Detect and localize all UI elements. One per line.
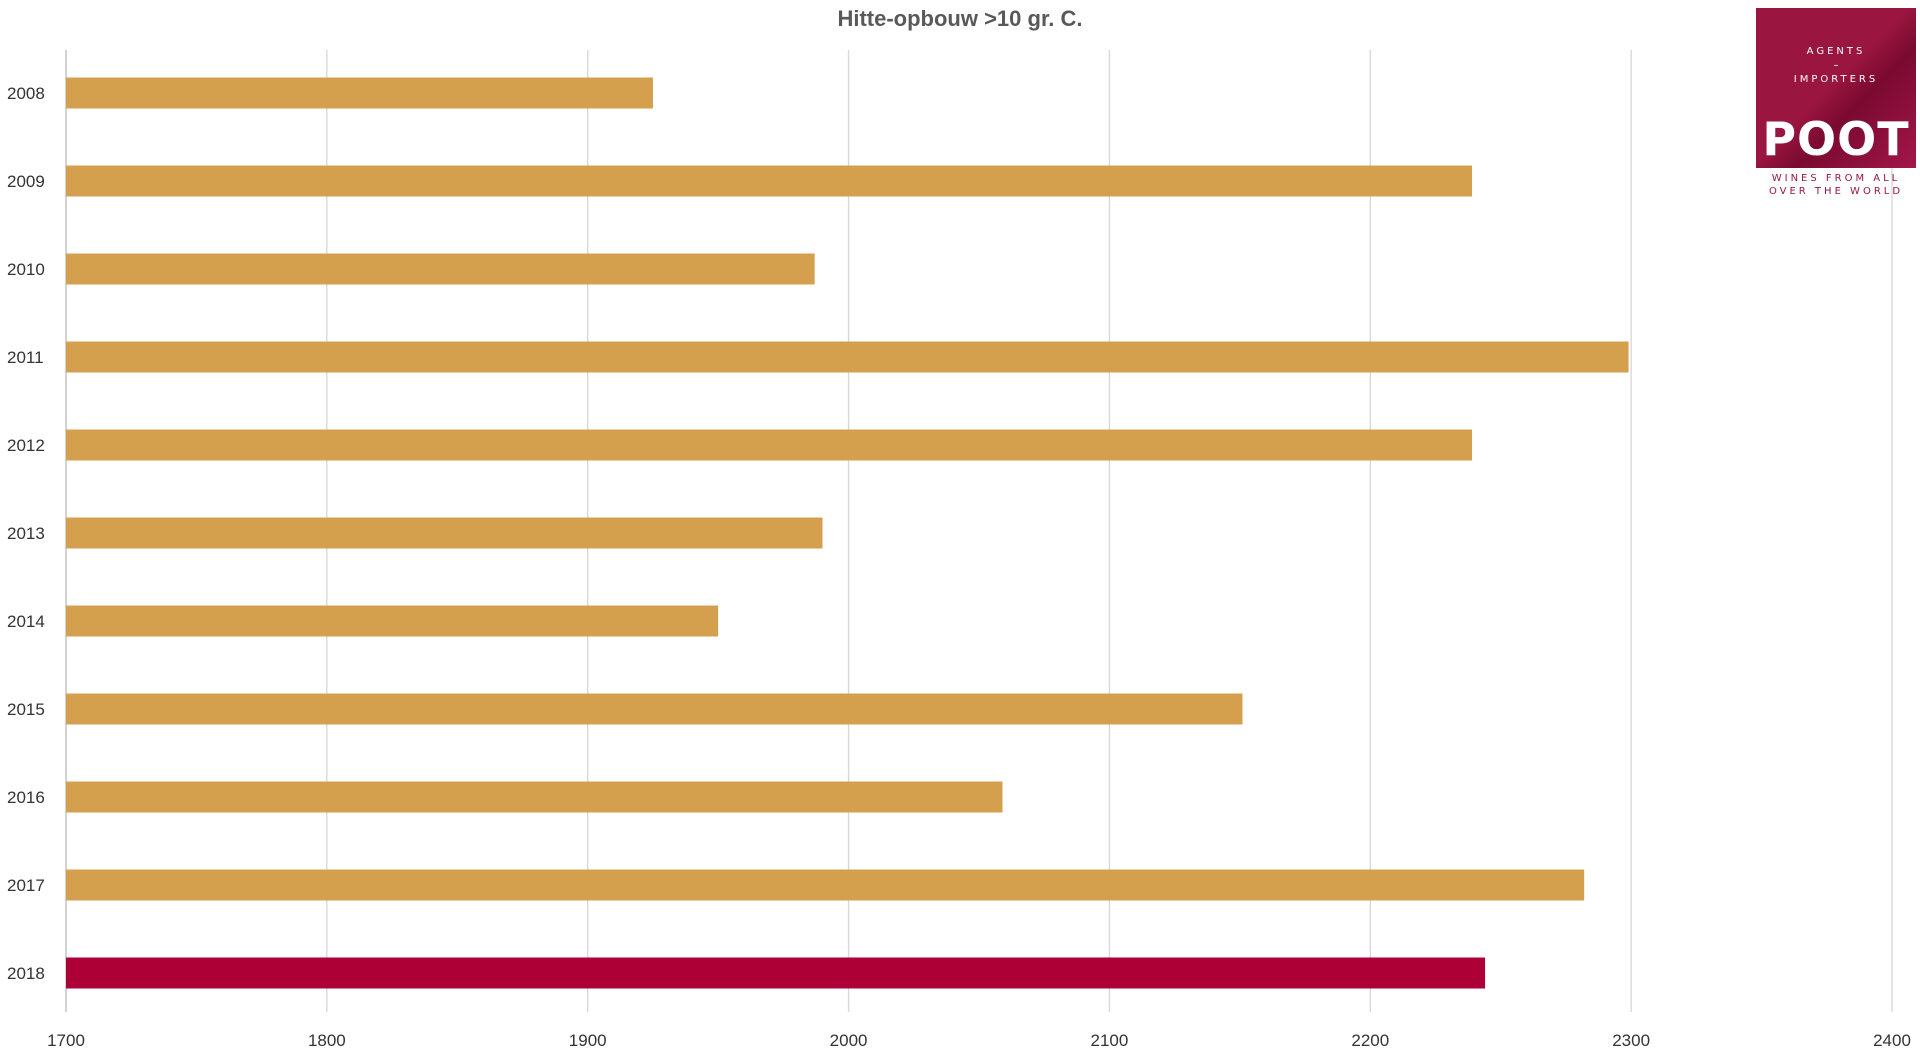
bar-2008 bbox=[66, 77, 653, 109]
bars bbox=[66, 77, 1629, 989]
x-tick-label: 1900 bbox=[569, 1031, 607, 1050]
bar-2010 bbox=[66, 253, 815, 285]
y-tick-label: 2015 bbox=[7, 700, 45, 719]
poot-logo: AGENTS – IMPORTERS POOT WINES FROM ALL O… bbox=[1756, 8, 1916, 198]
chart-title: Hitte-opbouw >10 gr. C. bbox=[837, 6, 1082, 31]
x-tick-label: 2100 bbox=[1091, 1031, 1129, 1050]
y-tick-label: 2009 bbox=[7, 172, 45, 191]
x-tick-label: 2300 bbox=[1612, 1031, 1650, 1050]
y-tick-label: 2016 bbox=[7, 788, 45, 807]
y-tick-label: 2018 bbox=[7, 964, 45, 983]
bar-2018 bbox=[66, 957, 1486, 989]
y-tick-labels: 2008 2009 2010 2011 2012 2013 2014 2015 2016 2017… bbox=[7, 84, 45, 983]
logo-tagline-line2: OVER THE WORLD bbox=[1768, 186, 1904, 197]
bar-2016 bbox=[66, 781, 1003, 813]
bar-2014 bbox=[66, 605, 719, 637]
logo-tagline-line1: WINES FROM ALL bbox=[1771, 173, 1901, 184]
x-tick-label: 1700 bbox=[47, 1031, 85, 1050]
bar-2015 bbox=[66, 693, 1243, 725]
y-tick-label: 2017 bbox=[7, 876, 45, 895]
logo-tagline: WINES FROM ALL OVER THE WORLD bbox=[1756, 172, 1916, 198]
x-tick-label: 2200 bbox=[1351, 1031, 1389, 1050]
y-tick-label: 2013 bbox=[7, 524, 45, 543]
bar-2011 bbox=[66, 341, 1629, 373]
bar-2009 bbox=[66, 165, 1473, 197]
x-tick-labels: 1700 1800 1900 2000 2100 2200 2300 2400 bbox=[47, 1031, 1911, 1050]
y-tick-label: 2011 bbox=[7, 348, 44, 367]
x-tick-label: 2400 bbox=[1873, 1031, 1911, 1050]
bar-2012 bbox=[66, 429, 1473, 461]
y-tick-label: 2012 bbox=[7, 436, 45, 455]
x-tick-label: 1800 bbox=[308, 1031, 346, 1050]
logo-box: AGENTS – IMPORTERS POOT bbox=[1756, 8, 1916, 168]
logo-agents-text: AGENTS bbox=[1806, 46, 1866, 57]
logo-importers-text: IMPORTERS bbox=[1793, 74, 1879, 85]
logo-dash-text: – bbox=[1833, 60, 1839, 71]
y-tick-label: 2008 bbox=[7, 84, 45, 103]
logo-brand-text: POOT bbox=[1762, 112, 1910, 166]
bar-2017 bbox=[66, 869, 1585, 901]
bar-2013 bbox=[66, 517, 823, 549]
y-tick-label: 2010 bbox=[7, 260, 45, 279]
y-tick-label: 2014 bbox=[7, 612, 45, 631]
x-tick-label: 2000 bbox=[830, 1031, 868, 1050]
